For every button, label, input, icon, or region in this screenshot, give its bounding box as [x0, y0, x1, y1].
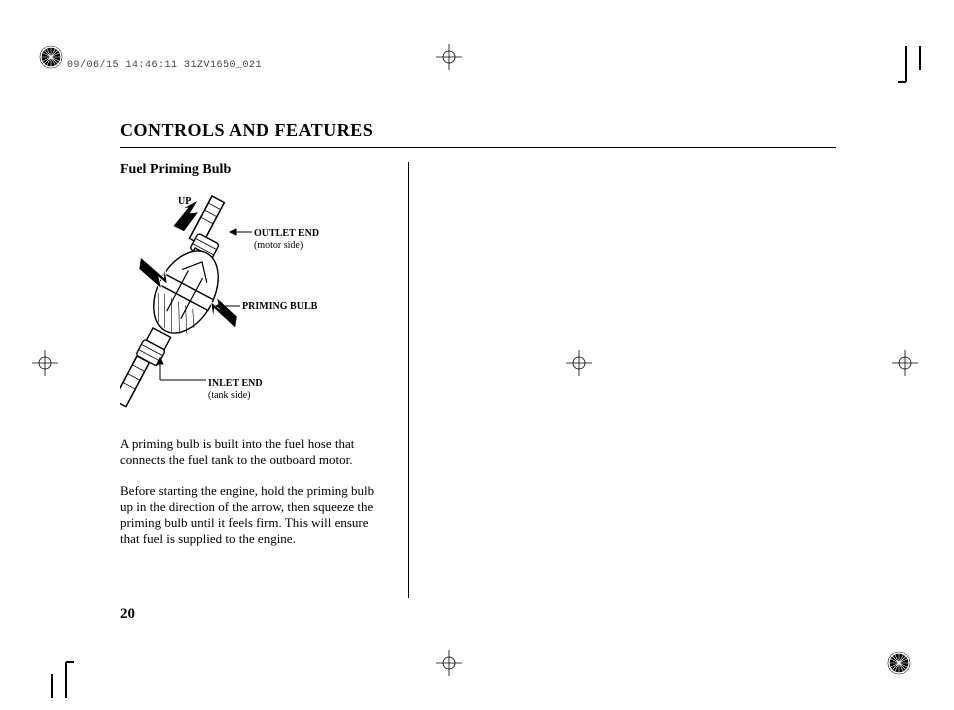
right-column: [409, 162, 836, 598]
diagram-label-priming: PRIMING BULB: [242, 301, 317, 313]
diagram-label-outlet-line2: (motor side): [254, 240, 303, 251]
subheading: Fuel Priming Bulb: [120, 162, 390, 178]
paragraph-2: Before starting the engine, hold the pri…: [120, 483, 388, 548]
diagram-label-outlet: OUTLET END (motor side): [254, 228, 319, 251]
diagram-label-outlet-line1: OUTLET END: [254, 228, 319, 239]
reg-mark-top-center: [436, 44, 466, 74]
page-content: CONTROLS AND FEATURES Fuel Priming Bulb: [120, 120, 836, 623]
reg-mark-bottom-left: [26, 656, 56, 686]
reg-mark-mid-left: [32, 350, 62, 380]
header-stamp: 09/06/15 14:46:11 31ZV1650_021: [67, 60, 262, 71]
reg-mark-bottom-center: [436, 650, 466, 680]
diagram-label-up: UP: [178, 196, 191, 208]
diagram-label-inlet-line1: INLET END: [208, 378, 263, 389]
diagram-label-inlet: INLET END (tank side): [208, 378, 263, 401]
reg-mark-mid-right: [892, 350, 922, 380]
paragraph-1: A priming bulb is built into the fuel ho…: [120, 436, 388, 469]
title-rule: [120, 147, 836, 148]
diagram-label-inlet-line2: (tank side): [208, 390, 251, 401]
page-number: 20: [120, 606, 836, 623]
section-title: CONTROLS AND FEATURES: [120, 120, 836, 141]
reg-mark-top-left: [38, 44, 68, 74]
left-column: Fuel Priming Bulb: [120, 162, 409, 598]
priming-bulb-diagram: UP OUTLET END (motor side) PRIMING BULB …: [120, 188, 360, 418]
two-column-layout: Fuel Priming Bulb: [120, 162, 836, 598]
reg-mark-top-right: [898, 40, 928, 70]
reg-mark-bottom-right: [886, 650, 916, 680]
